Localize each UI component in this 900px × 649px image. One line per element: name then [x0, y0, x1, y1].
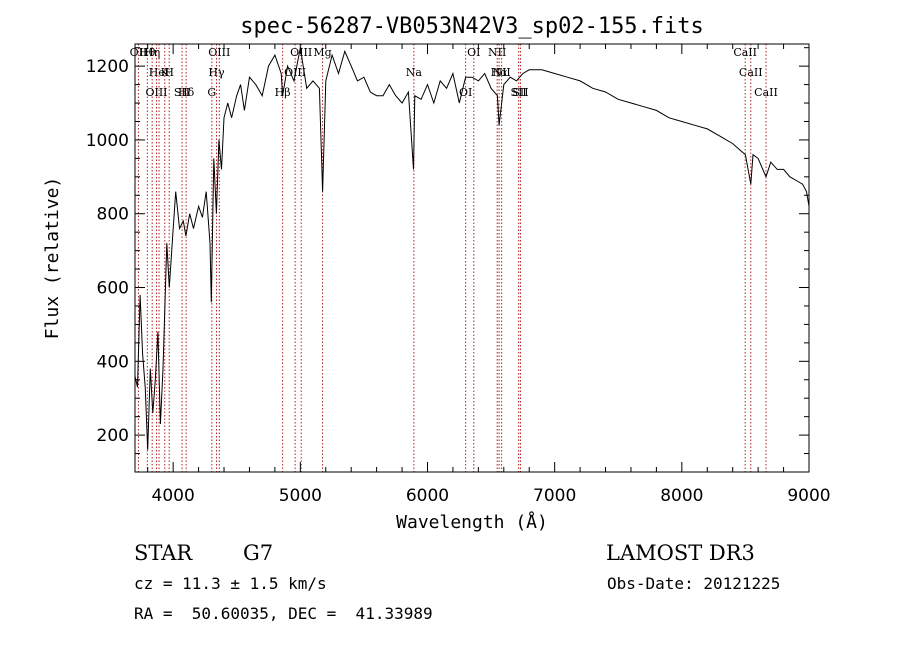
x-tick-label: 5000	[279, 486, 322, 506]
line-label-group: HθKHδOIIHeISIIOIIIHγOIIIHηHGOIIIOIIIHβMg…	[130, 46, 778, 99]
line-label: SII	[511, 86, 527, 99]
spectrum-line	[134, 47, 810, 450]
line-label: Hη	[144, 46, 160, 59]
y-axis-ticks: 200 400 600 800 1000 1200	[86, 47, 809, 455]
line-label: Hα	[491, 66, 509, 79]
observation-date: Obs-Date: 20121225	[607, 574, 780, 593]
line-label: Na	[406, 66, 423, 79]
line-label: Mg	[313, 46, 331, 59]
y-tick-label: 1200	[86, 57, 129, 77]
survey-name: LAMOST DR3	[606, 541, 755, 565]
line-label: CaII	[754, 86, 778, 99]
plot-frame	[134, 43, 810, 473]
line-label: NII	[492, 66, 510, 79]
line-label: OIII	[145, 86, 167, 99]
line-label: K	[161, 66, 170, 79]
line-label: NII	[488, 46, 506, 59]
line-label: SII	[174, 86, 190, 99]
y-tick-label: 400	[97, 352, 129, 372]
object-subclass: G7	[243, 541, 273, 565]
line-marker-group	[137, 44, 767, 472]
object-class: STAR	[134, 541, 193, 565]
line-label: SII	[512, 86, 528, 99]
line-label: HeI	[149, 66, 169, 79]
x-axis-label: Wavelength (Å)	[396, 511, 548, 533]
line-label: Hθ	[139, 46, 156, 59]
redshift-readout: cz = 11.3 ± 1.5 km/s	[134, 574, 327, 593]
line-label: Hδ	[178, 86, 195, 99]
y-tick-label: 600	[97, 279, 129, 299]
x-tick-label: 8000	[660, 486, 703, 506]
line-label: CaII	[733, 46, 757, 59]
line-label: OIII	[208, 46, 230, 59]
x-axis-ticks: 4000 5000 6000 7000 8000 9000	[147, 44, 831, 506]
chart-title: spec-56287-VB053N42V3_sp02-155.fits	[240, 14, 704, 39]
y-tick-label: 1000	[86, 131, 129, 151]
y-tick-label: 200	[97, 426, 129, 446]
x-tick-label: 6000	[406, 486, 449, 506]
y-axis-label: Flux (relative)	[42, 177, 63, 340]
x-tick-label: 7000	[533, 486, 576, 506]
line-label: OI	[467, 46, 480, 59]
coordinates-readout: RA = 50.60035, DEC = 41.33989	[134, 604, 433, 623]
line-label: OII	[130, 46, 148, 59]
y-tick-label: 800	[97, 205, 129, 225]
x-tick-label: 9000	[787, 486, 830, 506]
x-tick-label: 4000	[152, 486, 195, 506]
line-label: Hγ	[208, 66, 225, 79]
line-label: CaII	[739, 66, 763, 79]
line-label: H	[164, 66, 174, 79]
line-label: G	[207, 86, 216, 99]
